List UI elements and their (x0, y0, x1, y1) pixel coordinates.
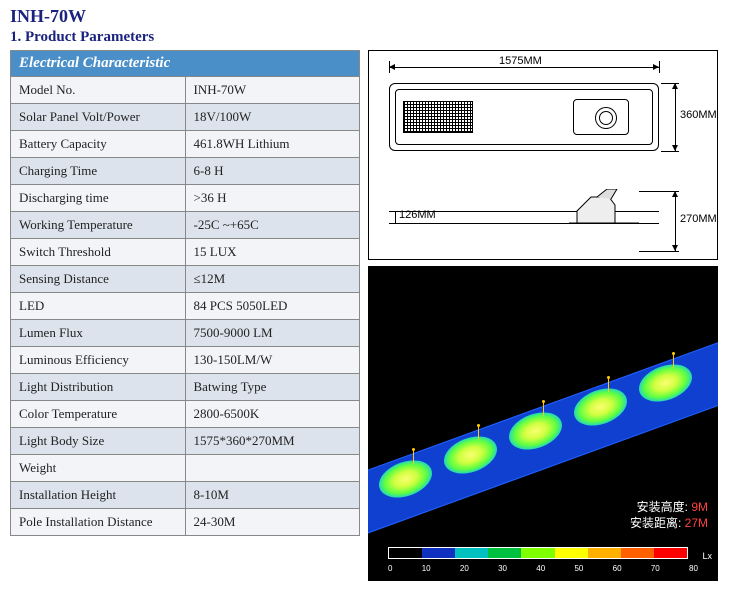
colorbar-tick: 10 (422, 564, 431, 573)
table-row: Light Body Size1575*360*270MM (11, 428, 360, 455)
table-row: Battery Capacity461.8WH Lithium (11, 131, 360, 158)
table-row: Discharging time>36 H (11, 185, 360, 212)
light-distribution-render: 安装高度: 9M 安装距离: 27M 0 10 20 30 40 50 60 70 80 Lx (368, 266, 718, 581)
mount-bracket-icon (569, 189, 639, 225)
colorbar-segment (555, 548, 588, 558)
table-row: Sensing Distance≤12M (11, 266, 360, 293)
spec-value: ≤12M (185, 266, 360, 293)
spec-label: Model No. (11, 77, 186, 104)
colorbar-tick: 40 (536, 564, 545, 573)
spec-value: Batwing Type (185, 374, 360, 401)
spec-header: Electrical Characteristic (11, 51, 360, 77)
colorbar-tick: 80 (689, 564, 698, 573)
colorbar (388, 547, 688, 559)
colorbar-segment (654, 548, 687, 558)
spec-value: 7500-9000 LM (185, 320, 360, 347)
table-row: Luminous Efficiency130-150LM/W (11, 347, 360, 374)
table-row: Lumen Flux7500-9000 LM (11, 320, 360, 347)
dimension-drawing: 1575MM 360MM 126MM (368, 50, 718, 260)
colorbar-labels: 0 10 20 30 40 50 60 70 80 (388, 564, 698, 573)
table-row: LED84 PCS 5050LED (11, 293, 360, 320)
colorbar-unit: Lx (702, 551, 712, 561)
table-row: Weight (11, 455, 360, 482)
colorbar-tick: 30 (498, 564, 507, 573)
spec-label: Color Temperature (11, 401, 186, 428)
annot-dist-value: 27M (685, 516, 708, 530)
colorbar-tick: 20 (460, 564, 469, 573)
table-row: Pole Installation Distance24-30M (11, 509, 360, 536)
table-row: Installation Height8-10M (11, 482, 360, 509)
table-row: Solar Panel Volt/Power18V/100W (11, 104, 360, 131)
spec-label: Discharging time (11, 185, 186, 212)
spec-label: Pole Installation Distance (11, 509, 186, 536)
spec-label: Working Temperature (11, 212, 186, 239)
colorbar-segment (488, 548, 521, 558)
spec-label: Light Body Size (11, 428, 186, 455)
spec-value: 18V/100W (185, 104, 360, 131)
annot-dist-label: 安装距离: (630, 516, 681, 530)
spec-value: INH-70W (185, 77, 360, 104)
table-row: Working Temperature-25C ~+65C (11, 212, 360, 239)
spec-value: 1575*360*270MM (185, 428, 360, 455)
colorbar-segment (455, 548, 488, 558)
colorbar-tick: 0 (388, 564, 392, 573)
spec-table: Electrical Characteristic Model No.INH-7… (10, 50, 360, 536)
table-row: Model No.INH-70W (11, 77, 360, 104)
colorbar-segment (588, 548, 621, 558)
page-title: INH-70W (10, 6, 720, 27)
spec-value: 8-10M (185, 482, 360, 509)
dim-height: 270MM (680, 213, 717, 225)
spec-value: >36 H (185, 185, 360, 212)
spec-value: 6-8 H (185, 158, 360, 185)
colorbar-segment (521, 548, 554, 558)
spec-label: Luminous Efficiency (11, 347, 186, 374)
spec-value: 130-150LM/W (185, 347, 360, 374)
dim-length: 1575MM (499, 55, 542, 67)
spec-label: Sensing Distance (11, 266, 186, 293)
spec-label: Battery Capacity (11, 131, 186, 158)
dim-thick: 126MM (399, 209, 436, 221)
colorbar-segment (422, 548, 455, 558)
table-row: Switch Threshold15 LUX (11, 239, 360, 266)
colorbar-segment (621, 548, 654, 558)
annot-height-label: 安装高度: (637, 500, 688, 514)
spec-label: Switch Threshold (11, 239, 186, 266)
spec-value: 84 PCS 5050LED (185, 293, 360, 320)
spec-value (185, 455, 360, 482)
spec-value: 15 LUX (185, 239, 360, 266)
spec-value: 2800-6500K (185, 401, 360, 428)
spec-value: 24-30M (185, 509, 360, 536)
dim-width: 360MM (680, 109, 717, 121)
table-row: Light DistributionBatwing Type (11, 374, 360, 401)
spec-label: Charging Time (11, 158, 186, 185)
spec-label: LED (11, 293, 186, 320)
colorbar-tick: 50 (574, 564, 583, 573)
spec-label: Light Distribution (11, 374, 186, 401)
spec-label: Solar Panel Volt/Power (11, 104, 186, 131)
table-row: Charging Time6-8 H (11, 158, 360, 185)
spec-label: Installation Height (11, 482, 186, 509)
spec-label: Weight (11, 455, 186, 482)
table-row: Color Temperature2800-6500K (11, 401, 360, 428)
colorbar-segment (389, 548, 422, 558)
spec-label: Lumen Flux (11, 320, 186, 347)
colorbar-tick: 60 (613, 564, 622, 573)
spec-value: 461.8WH Lithium (185, 131, 360, 158)
spec-value: -25C ~+65C (185, 212, 360, 239)
section-title: 1. Product Parameters (10, 29, 720, 46)
colorbar-tick: 70 (651, 564, 660, 573)
annot-height-value: 9M (691, 500, 708, 514)
